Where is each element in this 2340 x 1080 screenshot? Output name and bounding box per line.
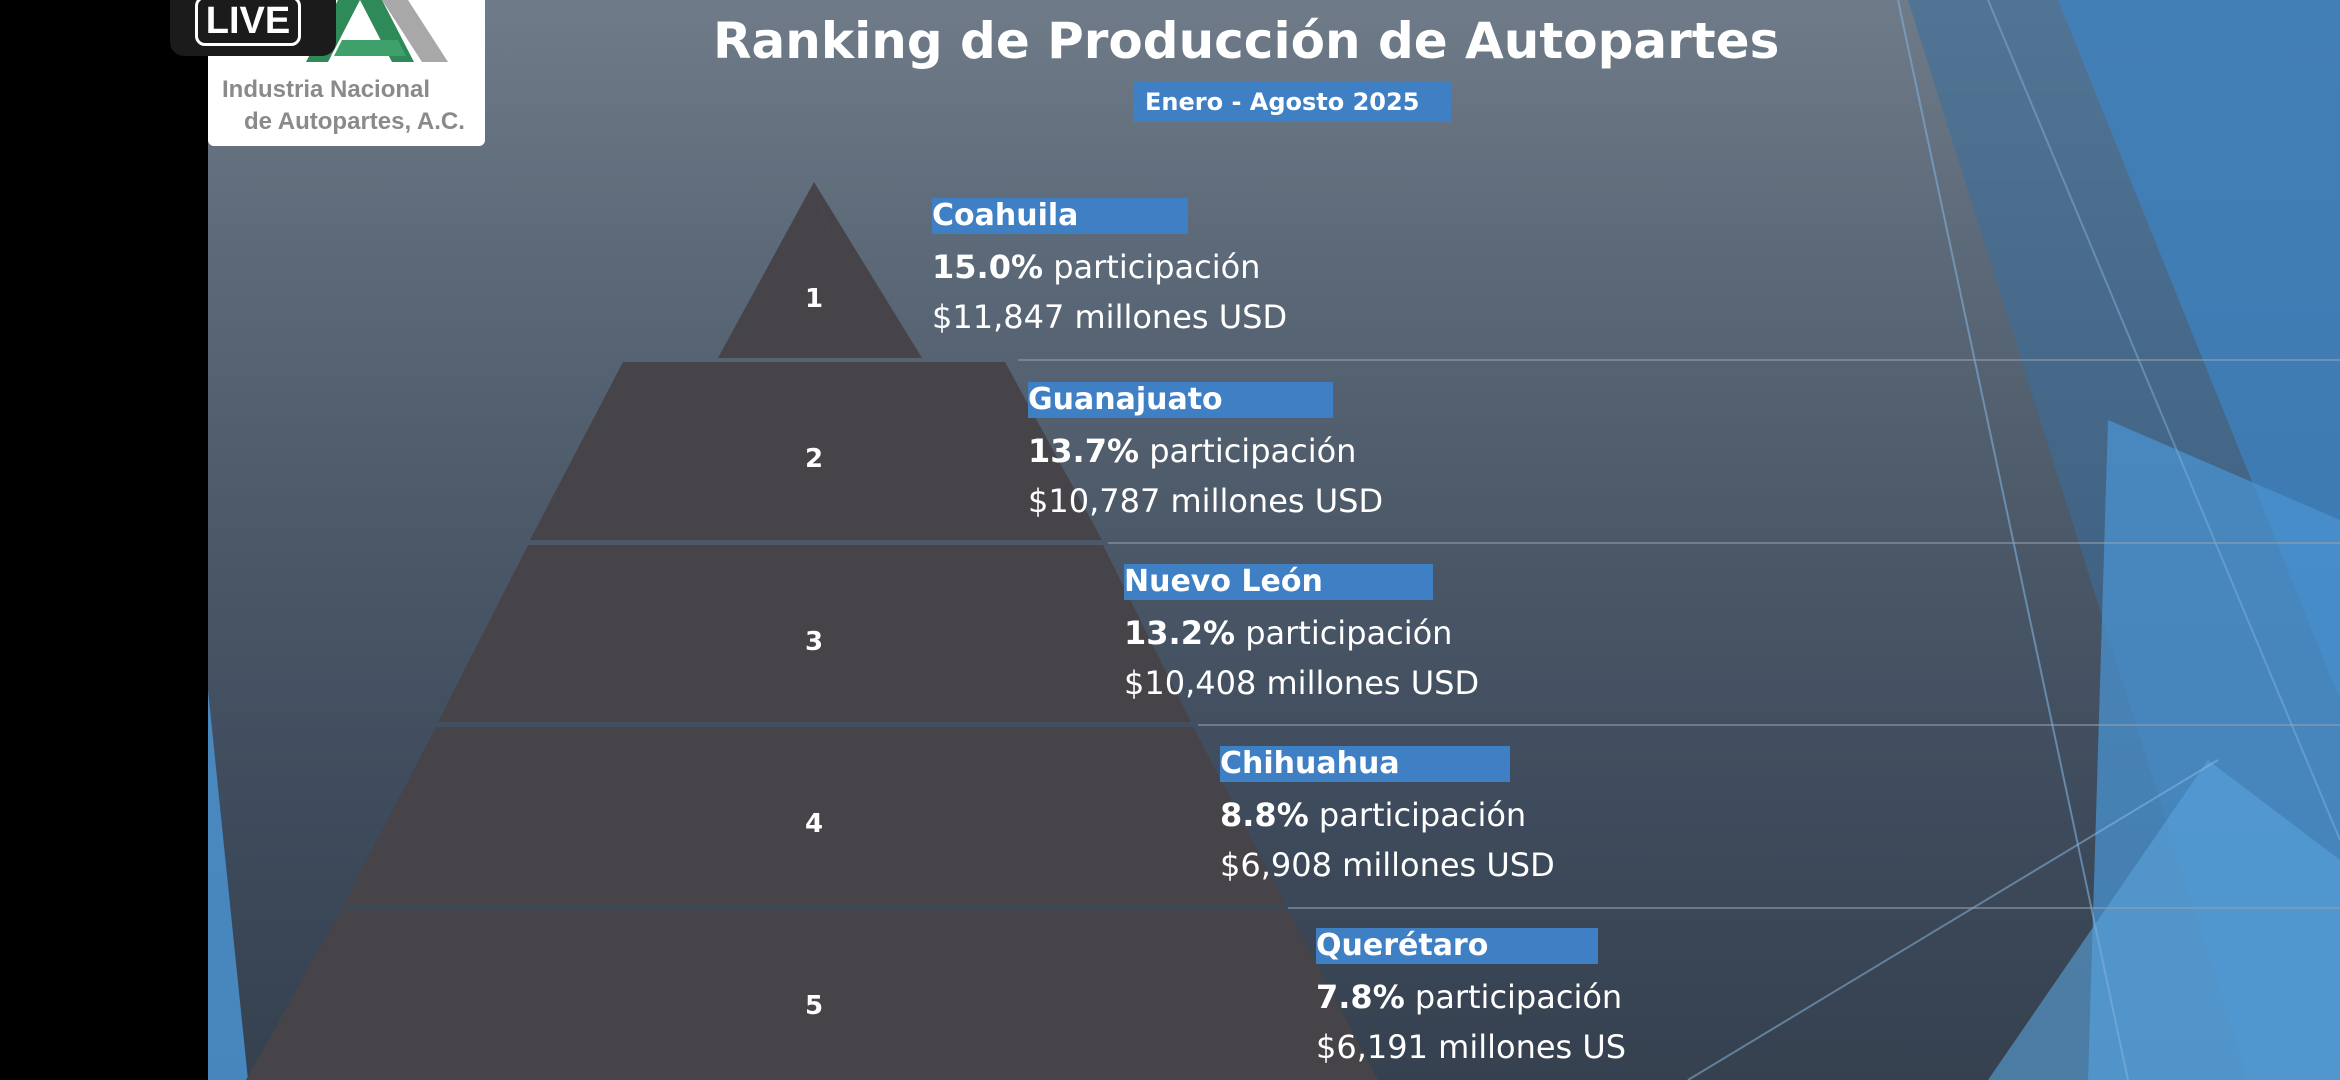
tier-separator-1 [1018, 359, 2340, 361]
production-value: $10,787 millones USD [1028, 482, 1384, 520]
rank-number-1: 1 [804, 284, 824, 314]
slide-subtitle: Enero - Agosto 2025 [1133, 82, 1451, 122]
rank-number-4: 4 [804, 809, 824, 839]
pyramid-tier-4 [343, 727, 1286, 905]
share-value: 13.7% [1028, 432, 1140, 470]
ranking-entry-1: Coahuila 15.0% participación $11,847 mil… [932, 198, 1287, 342]
share-value: 13.2% [1124, 614, 1236, 652]
share-label: participación [1139, 432, 1357, 470]
ranking-entry-2: Guanajuato 13.7% participación $10,787 m… [1028, 382, 1383, 526]
logo-text-line-2: de Autopartes, A.C. [244, 108, 465, 135]
slide-title: Ranking de Producción de Autopartes [713, 12, 1780, 70]
state-name: Coahuila [932, 198, 1189, 234]
share-label: participación [1308, 796, 1527, 834]
presentation-slide: 1 2 3 4 5 Coahuila 15.0% participación $… [208, 0, 2340, 1080]
pyramid-tier-3 [438, 545, 1191, 722]
production-value: $10,408 millones USD [1124, 664, 1480, 702]
share-line: 8.8% participación [1220, 790, 1555, 840]
production-value: $6,191 millones US [1316, 1028, 1627, 1066]
state-name: Querétaro [1316, 928, 1599, 964]
tier-separator-3 [1198, 724, 2340, 726]
production-value: $6,908 millones USD [1220, 846, 1555, 884]
pyramid-tier-2 [530, 362, 1102, 540]
background-shapes [208, 0, 2340, 1080]
share-label: participación [1404, 978, 1623, 1016]
ranking-entry-5: Querétaro 7.8% participación $6,191 mill… [1316, 928, 1626, 1072]
state-name: Guanajuato [1028, 382, 1333, 418]
share-line: 7.8% participación [1316, 972, 1626, 1022]
tier-separator-4 [1288, 907, 2340, 909]
ranking-entry-3: Nuevo León 13.2% participación $10,408 m… [1124, 564, 1479, 708]
logo-text-line-1: Industria Nacional [222, 76, 431, 103]
share-line: 13.2% participación [1124, 608, 1479, 658]
pyramid-tier-1-left [718, 182, 866, 358]
share-value: 15.0% [932, 248, 1044, 286]
share-label: participación [1043, 248, 1261, 286]
share-line: 15.0% participación [932, 242, 1287, 292]
rank-number-3: 3 [804, 627, 824, 657]
production-value: $11,847 millones USD [932, 298, 1288, 336]
state-name: Chihuahua [1220, 746, 1510, 782]
share-label: participación [1235, 614, 1453, 652]
live-label: LIVE [195, 0, 301, 46]
share-value: 7.8% [1316, 978, 1405, 1016]
state-name: Nuevo León [1124, 564, 1433, 600]
live-badge: LIVE [170, 0, 336, 56]
rank-number-2: 2 [804, 444, 824, 474]
pyramid-tier-1 [814, 182, 922, 358]
share-line: 13.7% participación [1028, 426, 1383, 476]
share-value: 8.8% [1220, 796, 1309, 834]
rank-number-5: 5 [804, 991, 824, 1021]
pyramid-tier-5 [246, 910, 1378, 1080]
tier-separator-2 [1108, 542, 2340, 544]
ranking-entry-4: Chihuahua 8.8% participación $6,908 mill… [1220, 746, 1555, 890]
ranking-pyramid [246, 182, 1378, 1080]
